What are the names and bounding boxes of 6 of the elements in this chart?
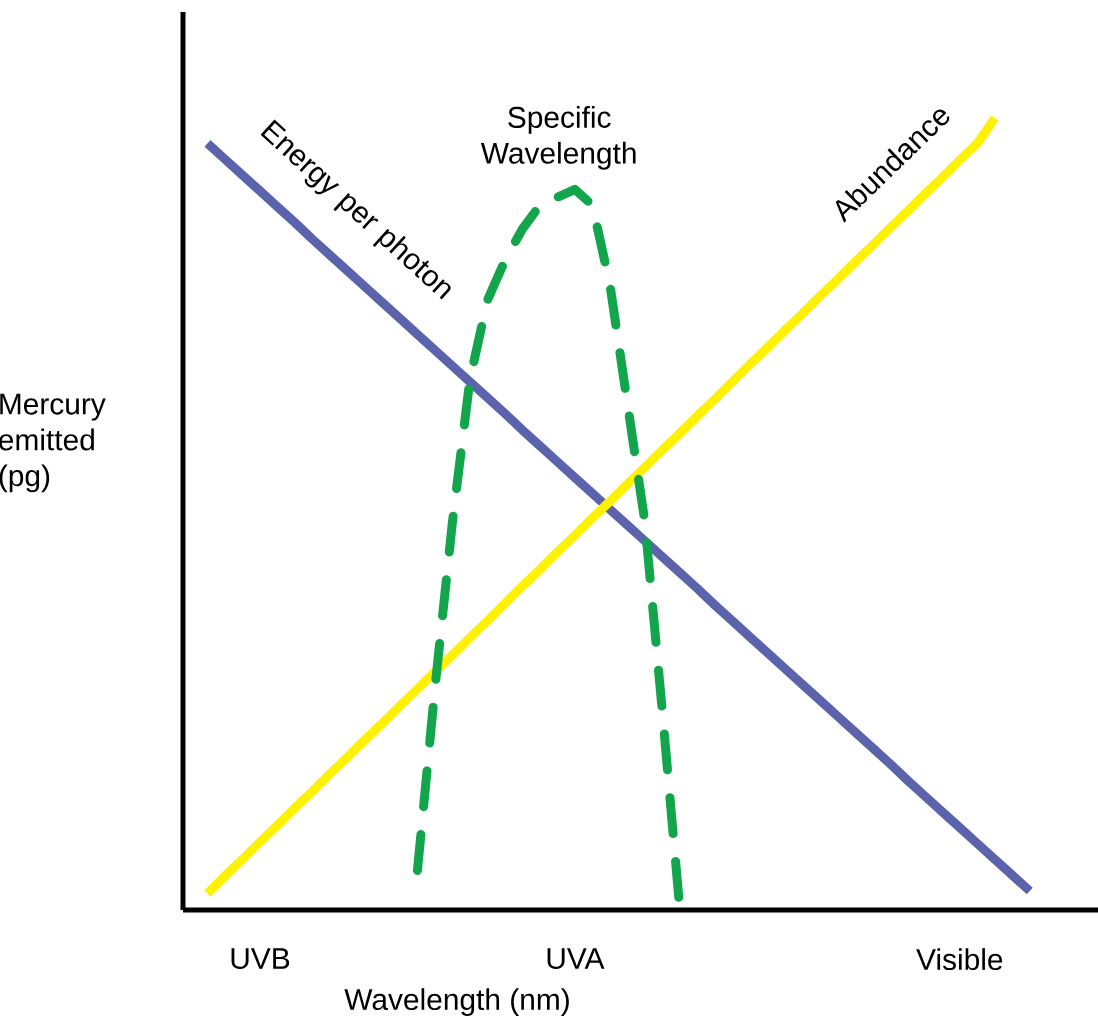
y-axis-title: Mercury emitted (pg) — [0, 393, 106, 493]
x-tick-label: Visible — [916, 948, 1003, 971]
x-tick-label: UVA — [547, 948, 605, 970]
x-tick-label: UVB — [231, 948, 290, 970]
series-label: Specific Wavelength — [480, 105, 636, 170]
x-axis-title: Wavelength (nm) — [344, 988, 569, 1017]
